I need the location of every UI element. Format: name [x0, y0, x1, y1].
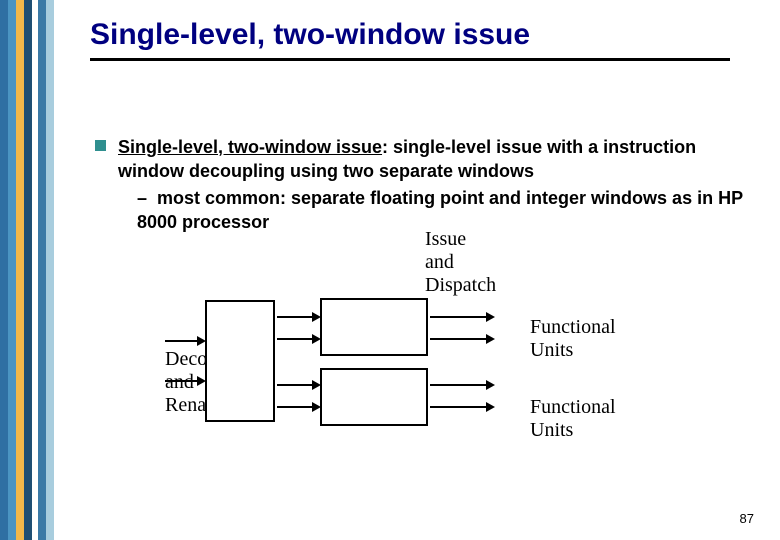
- bullet-square-icon: [95, 140, 106, 151]
- stripe-6: [38, 0, 46, 540]
- sub-bullet-text: most common: separate floating point and…: [137, 188, 743, 232]
- arrow-in-decode-1-head-icon: [197, 336, 206, 346]
- stripe-3: [16, 0, 24, 540]
- arrow-top-fu-2-line: [430, 338, 488, 340]
- label-issue-dispatch: Issue and Dispatch: [425, 228, 496, 297]
- arrow-decode-bot-1-line: [277, 384, 314, 386]
- bullet-row: Single-level, two-window issue: single-l…: [95, 135, 750, 184]
- content-area: Single-level, two-window issue: single-l…: [95, 135, 750, 234]
- title-underline: [90, 58, 730, 61]
- box-decode: [205, 300, 275, 422]
- arrow-decode-top-2-line: [277, 338, 314, 340]
- diagram: Issue and Dispatch Decode and Rename Fun…: [95, 228, 745, 488]
- arrow-bot-fu-2-line: [430, 406, 488, 408]
- arrow-decode-top-1-head-icon: [312, 312, 321, 322]
- title-area: Single-level, two-window issue: [90, 18, 760, 61]
- arrow-top-fu-1-head-icon: [486, 312, 495, 322]
- arrow-decode-bot-2-line: [277, 406, 314, 408]
- label-fu-bottom: Functional Units: [530, 396, 616, 442]
- slide-title: Single-level, two-window issue: [90, 18, 760, 52]
- bullet-text: Single-level, two-window issue: single-l…: [118, 135, 750, 184]
- label-fu-top: Functional Units: [530, 316, 616, 362]
- arrow-decode-bot-1-head-icon: [312, 380, 321, 390]
- arrow-decode-top-1-line: [277, 316, 314, 318]
- arrow-decode-bot-2-head-icon: [312, 402, 321, 412]
- stripe-4: [24, 0, 32, 540]
- box-window-bottom: [320, 368, 428, 426]
- arrow-decode-top-2-head-icon: [312, 334, 321, 344]
- arrow-top-fu-2-head-icon: [486, 334, 495, 344]
- bullet-lead: Single-level, two-window issue: [118, 137, 382, 157]
- stripe-7: [46, 0, 54, 540]
- box-window-top: [320, 298, 428, 356]
- stripe-1: [0, 0, 8, 540]
- arrow-bot-fu-2-head-icon: [486, 402, 495, 412]
- stripe-2: [8, 0, 16, 540]
- arrow-in-decode-1-line: [165, 340, 199, 342]
- arrow-bot-fu-1-line: [430, 384, 488, 386]
- arrow-in-decode-2-line: [165, 380, 199, 382]
- sub-bullet: – most common: separate floating point a…: [137, 186, 750, 235]
- arrow-in-decode-2-head-icon: [197, 376, 206, 386]
- arrow-top-fu-1-line: [430, 316, 488, 318]
- page-number: 87: [740, 511, 754, 526]
- arrow-bot-fu-1-head-icon: [486, 380, 495, 390]
